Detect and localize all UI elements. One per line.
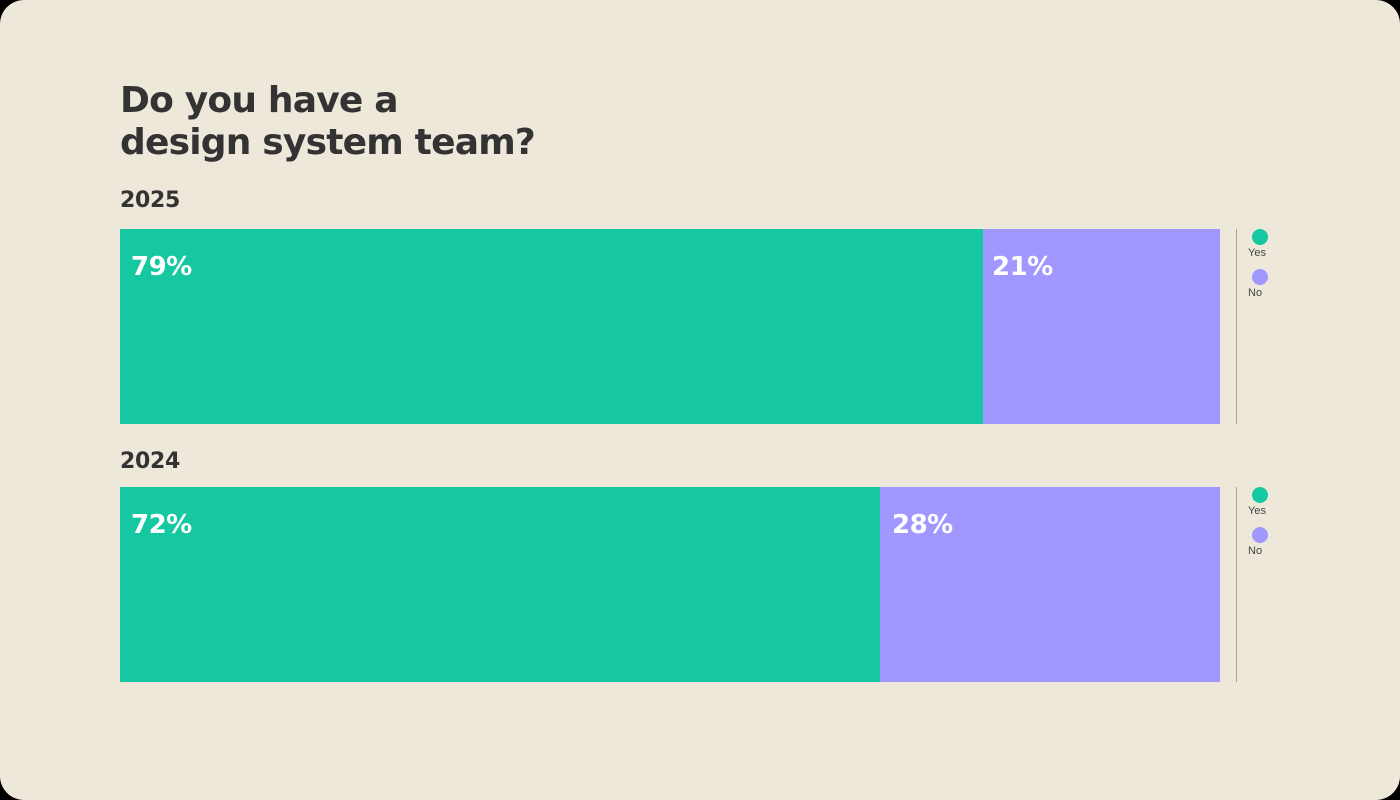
group-label-2025: 2025 — [120, 188, 181, 213]
bar-2024: 72% 28% — [120, 487, 1220, 682]
value-label-yes-2024: 72% — [131, 510, 192, 540]
legend-label-yes: Yes — [1248, 505, 1266, 517]
chart-title: Do you have a design system team? — [120, 80, 536, 163]
legend-2025: Yes No — [1248, 229, 1288, 309]
bar-segment-yes-2025: 79% — [120, 229, 983, 424]
legend-divider — [1236, 229, 1237, 424]
bar-segment-no-2025: 21% — [983, 229, 1220, 424]
bar-2025: 79% 21% — [120, 229, 1220, 424]
legend-dot-no-icon — [1252, 269, 1268, 285]
group-label-2024: 2024 — [120, 449, 181, 474]
legend-label-no: No — [1248, 287, 1263, 299]
legend-2024: Yes No — [1248, 487, 1288, 567]
bar-segment-no-2024: 28% — [880, 487, 1220, 682]
legend-item-yes: Yes — [1248, 229, 1288, 269]
legend-label-no: No — [1248, 545, 1263, 557]
legend-label-yes: Yes — [1248, 247, 1266, 259]
legend-dot-yes-icon — [1252, 229, 1268, 245]
legend-divider — [1236, 487, 1237, 682]
value-label-yes-2025: 79% — [131, 252, 192, 282]
value-label-no-2025: 21% — [992, 252, 1053, 282]
legend-item-no: No — [1248, 527, 1288, 567]
value-label-no-2024: 28% — [892, 510, 953, 540]
legend-item-no: No — [1248, 269, 1288, 309]
legend-dot-no-icon — [1252, 527, 1268, 543]
bar-segment-yes-2024: 72% — [120, 487, 880, 682]
legend-item-yes: Yes — [1248, 487, 1288, 527]
legend-dot-yes-icon — [1252, 487, 1268, 503]
